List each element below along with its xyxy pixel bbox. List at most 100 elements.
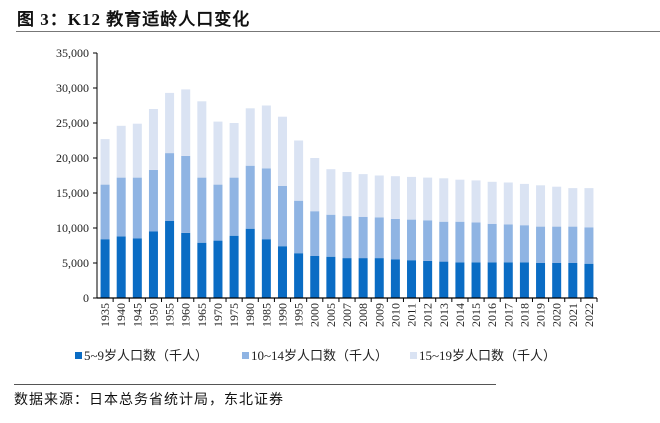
bar-segment-1-2009 — [374, 258, 384, 298]
bar-segment-2-2009 — [374, 217, 384, 259]
bar-segment-3-1945 — [132, 123, 142, 178]
x-tick-label: 2008 — [356, 303, 370, 327]
bar-segment-2-1950 — [148, 169, 158, 232]
source-note: 数据来源：日本总务省统计局，东北证券 — [14, 393, 284, 408]
bar-segment-1-2008 — [358, 258, 368, 298]
source-divider — [14, 384, 496, 385]
bar-segment-2-2018 — [519, 225, 529, 263]
bar-segment-3-1995 — [294, 140, 304, 201]
x-tick-label: 1975 — [227, 303, 241, 327]
bar-segment-1-2019 — [536, 263, 546, 298]
x-tick-label: 1995 — [292, 303, 306, 327]
bar-segment-1-1960 — [181, 232, 191, 298]
legend: 5~9岁人口数（千人） 10~14岁人口数（千人） 15~19岁人口数（千人） — [75, 348, 556, 363]
x-tick-label: 2009 — [372, 303, 386, 327]
bar-segment-3-2005 — [326, 169, 336, 215]
bar-segment-3-1990 — [277, 116, 287, 186]
bar-segment-2-1985 — [261, 168, 271, 240]
bar-segment-3-2000 — [310, 158, 320, 212]
bar-segment-3-2010 — [390, 176, 400, 219]
bar-segment-1-1945 — [132, 238, 142, 298]
bar-segment-2-1970 — [213, 184, 223, 241]
bar-segment-3-1940 — [116, 125, 126, 178]
bar-segment-2-1945 — [132, 177, 142, 239]
bar-segment-1-2012 — [423, 260, 433, 298]
title-divider — [16, 31, 660, 32]
x-tick-label: 2011 — [405, 303, 419, 327]
bar-segment-2-2010 — [390, 218, 400, 260]
x-tick-label: 1945 — [130, 303, 144, 327]
bar-segment-3-2017 — [503, 182, 513, 225]
x-tick-label: 1935 — [98, 303, 112, 327]
legend-swatch-1 — [75, 352, 82, 359]
x-tick-label: 2010 — [388, 303, 402, 327]
bar-segment-3-2019 — [536, 185, 546, 227]
bar-segment-1-1990 — [277, 246, 287, 298]
bar-segment-1-2018 — [519, 262, 529, 298]
x-tick-label: 2020 — [550, 303, 564, 327]
bar-segment-3-1950 — [148, 109, 158, 170]
x-tick-label: 1985 — [259, 303, 273, 327]
x-tick-label: 1965 — [195, 303, 209, 327]
x-axis: 1935 1940 1945 1950 1955 1960 1965 1970 1975 1980… — [97, 297, 598, 327]
x-tick-label: 2012 — [421, 303, 435, 327]
x-tick-label: 2021 — [566, 303, 580, 327]
bar-segment-1-1980 — [245, 228, 255, 298]
bar-segment-3-2008 — [358, 174, 368, 217]
x-tick-label: 2007 — [340, 303, 354, 327]
bar-segment-2-2008 — [358, 216, 368, 259]
bar-segment-3-1970 — [213, 121, 223, 185]
bar-segment-3-2014 — [455, 179, 465, 222]
bar-segment-3-1975 — [229, 123, 239, 178]
y-tick-label: 30,000 — [56, 81, 89, 95]
bar-segment-1-1950 — [148, 231, 158, 298]
bar-segment-1-1970 — [213, 240, 223, 298]
bar-segment-1-2010 — [390, 259, 400, 298]
bar-segment-3-1955 — [165, 92, 175, 154]
bar-segment-1-1935 — [100, 239, 110, 298]
bar-segment-3-1960 — [181, 89, 191, 156]
x-tick-label: 2015 — [469, 303, 483, 327]
bar-segment-1-2015 — [471, 262, 481, 298]
bar-segment-1-2021 — [568, 263, 578, 298]
bar-segment-1-1940 — [116, 236, 126, 298]
x-tick-label: 2016 — [485, 303, 499, 327]
bar-segment-2-2021 — [568, 226, 578, 263]
legend-swatch-2 — [242, 352, 249, 359]
x-tick-label: 2022 — [582, 303, 596, 327]
x-tick-label: 1980 — [243, 303, 257, 327]
bar-segment-1-1975 — [229, 235, 239, 298]
bar-segment-2-2020 — [552, 226, 562, 263]
y-tick-label: 15,000 — [56, 186, 89, 200]
bar-segment-3-2020 — [552, 186, 562, 227]
bars — [100, 89, 594, 298]
bar-segment-2-1990 — [277, 186, 287, 247]
bar-segment-3-1985 — [261, 105, 271, 169]
bar-segment-2-2014 — [455, 221, 465, 263]
x-tick-label: 1955 — [163, 303, 177, 327]
x-tick-label: 2005 — [324, 303, 338, 327]
bar-segment-3-2011 — [407, 176, 417, 220]
y-tick-label: 25,000 — [56, 116, 89, 130]
x-tick-label: 2000 — [308, 303, 322, 327]
bar-segment-1-2014 — [455, 262, 465, 298]
bar-segment-3-2022 — [584, 188, 594, 228]
bar-segment-2-1960 — [181, 155, 191, 233]
figure-title: 图 3：K12 教育适龄人口变化 — [17, 10, 251, 29]
x-tick-label: 2017 — [501, 303, 515, 327]
bar-segment-3-2013 — [439, 178, 449, 222]
y-axis: 0 5,000 10,000 15,000 20,000 25,000 30,000 35,0… — [56, 46, 98, 305]
bar-segment-3-1965 — [197, 101, 207, 178]
bar-segment-1-2016 — [487, 262, 497, 298]
x-tick-label: 2018 — [517, 303, 531, 327]
legend-label-1: 5~9岁人口数（千人） — [84, 348, 208, 363]
bar-segment-1-1955 — [165, 221, 175, 298]
y-tick-label: 5,000 — [62, 256, 89, 270]
x-tick-label: 1990 — [275, 303, 289, 327]
bar-segment-1-2013 — [439, 261, 449, 298]
bar-segment-3-2015 — [471, 180, 481, 223]
x-tick-label: 1940 — [114, 303, 128, 327]
bar-segment-1-1965 — [197, 242, 207, 298]
bar-segment-2-1975 — [229, 177, 239, 236]
bar-segment-2-1940 — [116, 177, 126, 237]
